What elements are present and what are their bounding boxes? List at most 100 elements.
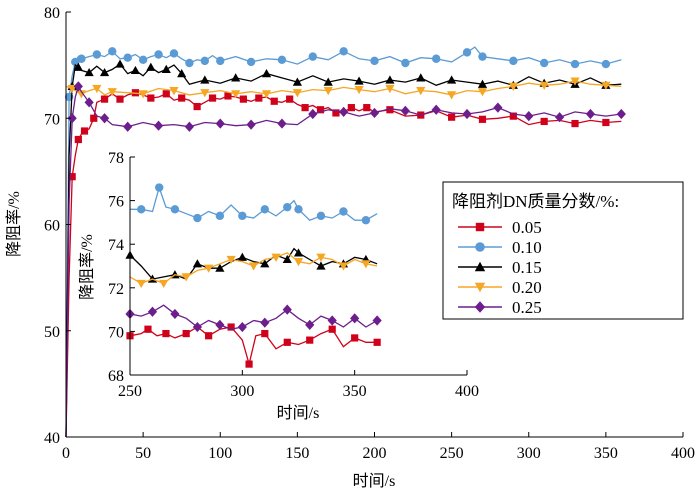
main-point xyxy=(169,87,179,96)
main-point xyxy=(616,108,626,120)
inset-point xyxy=(215,263,225,272)
main-point xyxy=(261,69,272,78)
legend-marker xyxy=(475,222,485,232)
main-x-tick-label: 400 xyxy=(671,445,695,462)
main-point xyxy=(162,90,170,98)
main-point xyxy=(386,106,394,114)
inset-point xyxy=(327,315,337,326)
main-point xyxy=(448,113,456,121)
inset-point xyxy=(282,254,292,264)
main-point xyxy=(332,109,340,117)
main-point xyxy=(76,90,87,99)
main-point xyxy=(246,119,256,130)
main-point xyxy=(184,121,194,132)
inset-y-tick-label: 76 xyxy=(108,194,124,211)
inset-point xyxy=(316,211,326,221)
inset-point xyxy=(170,205,180,214)
legend-label: 0.05 xyxy=(512,218,542,237)
main-y-axis-label: 降阻率/% xyxy=(5,191,23,257)
main-point xyxy=(147,94,155,102)
inset-point xyxy=(204,264,214,273)
main-y-tick-label: 80 xyxy=(44,5,60,22)
main-series-0.10 xyxy=(64,46,622,438)
main-point xyxy=(323,87,333,96)
main-point xyxy=(385,75,395,84)
main-point xyxy=(416,87,426,96)
main-point xyxy=(130,65,141,75)
main-point xyxy=(509,112,517,120)
main-point xyxy=(462,108,472,120)
main-point xyxy=(277,55,287,65)
main-point xyxy=(138,90,148,99)
inset-x-tick-label: 400 xyxy=(455,383,479,400)
main-point xyxy=(178,94,186,102)
main-point xyxy=(73,62,83,71)
main-point xyxy=(447,75,457,84)
main-point xyxy=(601,81,611,90)
inset-x-axis-label: 时间/s xyxy=(277,404,320,422)
inset-point xyxy=(147,306,158,317)
main-point xyxy=(385,84,395,94)
inset-point xyxy=(328,325,336,333)
legend-label: 0.10 xyxy=(512,238,542,257)
main-y-tick-label: 60 xyxy=(44,218,60,235)
main-series-0.25 xyxy=(65,81,626,438)
inset-point xyxy=(237,252,247,261)
main-point xyxy=(478,52,487,61)
main-point xyxy=(540,117,548,126)
main-x-tick-label: 350 xyxy=(594,445,618,462)
legend-entry-0.15: 0.15 xyxy=(458,258,542,277)
inset-point xyxy=(245,360,253,368)
main-point xyxy=(308,52,317,61)
main-point xyxy=(116,95,124,103)
inset-point xyxy=(282,304,292,315)
legend-entry-0.25: 0.25 xyxy=(458,298,542,317)
main-point xyxy=(292,89,302,98)
inset-point xyxy=(137,205,146,214)
main-series-line-0.25 xyxy=(65,84,622,438)
legend-label: 0.25 xyxy=(512,298,542,317)
main-point xyxy=(107,88,117,97)
inset-point xyxy=(316,261,326,270)
main-point xyxy=(255,94,263,102)
inset-series-line-0.25 xyxy=(129,304,378,330)
inset-point xyxy=(182,329,190,338)
main-point xyxy=(539,81,549,90)
main-point xyxy=(316,106,325,114)
legend-entries: 0.050.100.150.200.25 xyxy=(458,218,542,317)
main-point xyxy=(224,92,232,100)
main-x-tick-label: 200 xyxy=(363,445,387,462)
main-point xyxy=(200,56,210,66)
legend-entry-0.10: 0.10 xyxy=(458,238,542,257)
main-point xyxy=(123,121,133,132)
main-point xyxy=(193,102,201,111)
main-point xyxy=(208,94,217,102)
inset-point xyxy=(192,259,202,268)
inset-point xyxy=(193,213,202,223)
main-point xyxy=(555,112,565,123)
main-x-tick-label: 250 xyxy=(440,445,464,462)
inset-point xyxy=(261,329,269,338)
inset-point xyxy=(350,313,360,324)
main-point xyxy=(602,118,610,127)
legend-label: 0.15 xyxy=(512,258,542,277)
main-point xyxy=(323,77,333,86)
main-point xyxy=(138,55,148,65)
main-point xyxy=(92,84,102,94)
inset-point xyxy=(260,317,270,328)
main-point xyxy=(200,75,210,84)
legend-title: 降阻剂DN质量分数/%: xyxy=(452,192,619,211)
main-point xyxy=(478,115,487,123)
inset-y-tick-label: 74 xyxy=(108,237,124,254)
main-point xyxy=(231,90,241,99)
main-point xyxy=(74,135,82,144)
inset-series-0.05 xyxy=(126,323,381,368)
main-point xyxy=(231,73,241,82)
inset-point xyxy=(215,319,225,330)
inset-point xyxy=(144,325,152,333)
inset-point xyxy=(215,211,225,221)
inset-point xyxy=(162,329,170,338)
main-point xyxy=(246,57,256,67)
main-point xyxy=(161,64,171,73)
inset-point xyxy=(293,248,304,257)
